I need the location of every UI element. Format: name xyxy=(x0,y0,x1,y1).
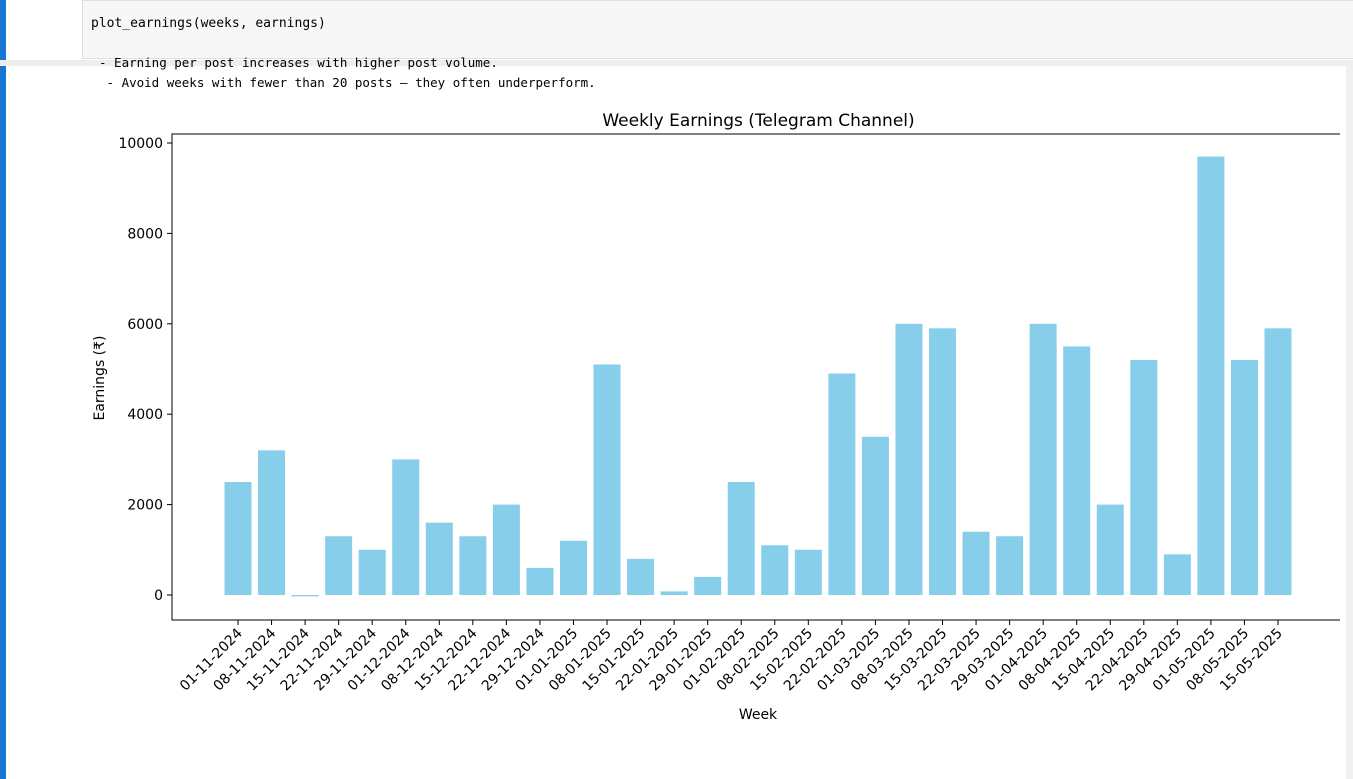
x-axis-label: Week xyxy=(739,707,778,723)
bar-15-02-2025 xyxy=(794,549,822,595)
chart-title: Weekly Earnings (Telegram Channel) xyxy=(602,111,914,131)
bar-01-01-2025 xyxy=(559,540,587,595)
bar-08-01-2025 xyxy=(593,364,621,595)
bar-01-02-2025 xyxy=(727,482,755,595)
bar-15-11-2024 xyxy=(291,595,319,597)
code-cell-source: plot_earnings(weeks, earnings) xyxy=(91,16,326,31)
bar-08-02-2025 xyxy=(761,545,789,595)
bar-08-04-2025 xyxy=(1063,346,1091,595)
plot-frame xyxy=(171,133,1340,621)
bar-01-03-2025 xyxy=(861,436,889,595)
bar-08-12-2024 xyxy=(425,522,453,595)
bar-22-03-2025 xyxy=(962,531,990,595)
bar-08-11-2024 xyxy=(258,450,286,595)
bar-08-03-2025 xyxy=(895,323,923,595)
bar-01-05-2025 xyxy=(1197,156,1225,595)
bar-01-12-2024 xyxy=(392,459,420,595)
bar-01-04-2025 xyxy=(1029,323,1057,595)
scrollbar[interactable] xyxy=(1346,66,1353,779)
bar-29-12-2024 xyxy=(526,567,554,595)
y-tick-label: 0 xyxy=(154,588,163,604)
bar-22-11-2024 xyxy=(325,536,353,595)
stream-output-line: - Earning per post increases with higher… xyxy=(99,55,498,70)
bar-29-04-2025 xyxy=(1163,554,1191,595)
bars-group xyxy=(224,156,1292,597)
bar-22-02-2025 xyxy=(828,373,856,595)
stream-output: - Earning per post increases with higher… xyxy=(99,55,1299,95)
earnings-bar-chart: 0 2000 4000 6000 8000 10000 01-11-202408-11-2… xyxy=(92,111,1340,723)
bar-08-05-2025 xyxy=(1230,359,1258,595)
y-tick-label: 2000 xyxy=(127,498,163,514)
y-tick-label: 4000 xyxy=(127,407,163,423)
y-axis-label: Earnings (₹) xyxy=(92,335,108,420)
bar-29-03-2025 xyxy=(996,536,1024,595)
bar-01-11-2024 xyxy=(224,482,252,595)
bar-22-01-2025 xyxy=(660,591,688,595)
bar-15-03-2025 xyxy=(929,328,957,595)
bar-15-12-2024 xyxy=(459,536,487,595)
output-cell-active-indicator[interactable] xyxy=(0,66,6,779)
bar-15-01-2025 xyxy=(627,558,655,595)
cell-divider xyxy=(0,60,1353,66)
bar-29-11-2024 xyxy=(358,549,386,595)
y-tick-label: 6000 xyxy=(127,317,163,333)
bar-22-04-2025 xyxy=(1130,359,1158,595)
y-tick-label: 8000 xyxy=(127,226,163,242)
bar-29-01-2025 xyxy=(694,576,722,595)
y-tick-label: 10000 xyxy=(118,136,163,152)
code-cell-input[interactable]: plot_earnings(weeks, earnings) xyxy=(82,0,1353,59)
bar-22-12-2024 xyxy=(492,504,520,595)
stream-output-line: - Avoid weeks with fewer than 20 posts –… xyxy=(99,75,596,90)
y-axis-ticks: 0 2000 4000 6000 8000 10000 xyxy=(118,136,172,604)
code-cell-active-indicator[interactable] xyxy=(0,0,6,60)
bar-15-05-2025 xyxy=(1264,328,1292,595)
bar-15-04-2025 xyxy=(1096,504,1124,595)
x-axis-ticks: 01-11-202408-11-202415-11-202422-11-2024… xyxy=(177,620,1286,694)
